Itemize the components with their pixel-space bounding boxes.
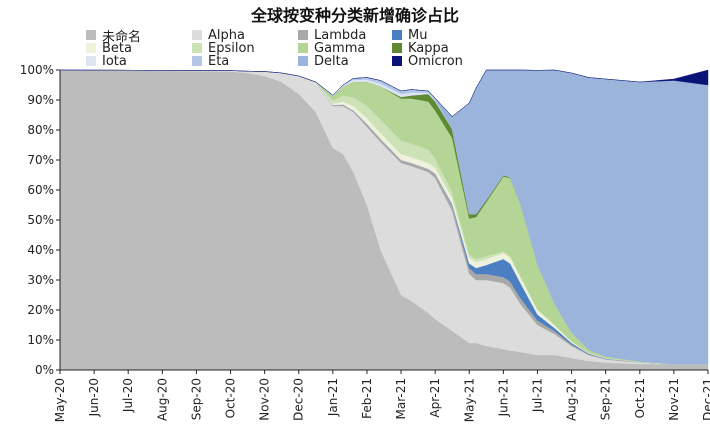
legend-swatch xyxy=(298,43,308,53)
x-tick-label: Jan-21 xyxy=(326,378,340,417)
x-tick-label: Nov-20 xyxy=(258,378,272,421)
legend-swatch xyxy=(86,30,96,40)
y-tick-label: 40% xyxy=(27,243,54,257)
legend-swatch xyxy=(392,56,402,66)
legend-item: Gamma xyxy=(298,40,365,56)
y-tick-label: 20% xyxy=(27,303,54,317)
area-layers xyxy=(59,69,709,371)
y-tick-label: 80% xyxy=(27,123,54,137)
x-tick-label: Jul-21 xyxy=(530,378,544,413)
x-tick-label: Apr-21 xyxy=(428,378,442,418)
y-tick-label: 100% xyxy=(20,63,54,77)
legend-item: Omicron xyxy=(392,53,463,69)
x-tick-label: Feb-21 xyxy=(360,378,374,419)
x-tick-label: Sep-20 xyxy=(189,378,203,420)
legend-label: Kappa xyxy=(408,40,449,56)
y-tick-label: 50% xyxy=(27,213,54,227)
x-tick-label: Sep-21 xyxy=(599,378,613,420)
x-tick-label: Jun-21 xyxy=(496,378,510,417)
x-tick-label: Aug-21 xyxy=(565,378,579,421)
x-tick-label: Nov-21 xyxy=(667,378,681,421)
legend-label: Alpha xyxy=(208,27,245,43)
x-tick-label: Jun-20 xyxy=(87,378,101,417)
x-tick-label: Mar-21 xyxy=(394,378,408,419)
x-tick-label: May-20 xyxy=(53,378,67,422)
legend-swatch xyxy=(392,30,402,40)
legend-item: Delta xyxy=(298,53,349,69)
x-tick-label: Jul-20 xyxy=(121,378,135,413)
legend-label: Iota xyxy=(102,53,127,69)
legend-swatch xyxy=(192,30,202,40)
legend-item: Beta xyxy=(86,40,132,56)
legend-item: Mu xyxy=(392,27,427,43)
legend-item: Kappa xyxy=(392,40,449,56)
legend-label: Delta xyxy=(314,53,349,69)
legend-item: 未命名 xyxy=(86,27,142,45)
legend-item: Epsilon xyxy=(192,40,255,56)
legend-item: Eta xyxy=(192,53,229,69)
legend-label: Epsilon xyxy=(208,40,255,56)
y-tick-label: 30% xyxy=(27,273,54,287)
x-tick-label: Oct-20 xyxy=(224,378,238,418)
legend-item: Iota xyxy=(86,53,127,69)
y-tick-label: 0% xyxy=(35,363,54,377)
chart-title: 全球按变种分类新增确诊占比 xyxy=(250,6,459,25)
x-tick-label: Aug-20 xyxy=(155,378,169,421)
legend-label: Beta xyxy=(102,40,132,56)
legend-label: 未命名 xyxy=(102,29,142,45)
legend-label: Mu xyxy=(408,27,428,43)
legend-swatch xyxy=(192,56,202,66)
x-tick-label: Dec-21 xyxy=(701,378,710,421)
y-tick-label: 70% xyxy=(27,153,54,167)
legend-label: Lambda xyxy=(314,27,367,43)
legend-item: Lambda xyxy=(298,27,366,43)
y-tick-label: 10% xyxy=(27,333,54,347)
legend-label: Gamma xyxy=(314,40,366,56)
y-tick-label: 60% xyxy=(27,183,54,197)
x-tick-label: Oct-21 xyxy=(633,378,647,418)
y-tick-label: 90% xyxy=(27,93,54,107)
x-tick-label: May-21 xyxy=(462,378,476,422)
legend-swatch xyxy=(192,43,202,53)
legend-swatch xyxy=(298,56,308,66)
legend-item: Alpha xyxy=(192,27,245,43)
x-tick-label: Dec-20 xyxy=(292,378,306,421)
legend-swatch xyxy=(86,43,96,53)
series-area-omicron xyxy=(59,69,709,117)
legend-swatch xyxy=(392,43,402,53)
legend-label: Omicron xyxy=(408,53,463,69)
legend-swatch xyxy=(86,56,96,66)
legend-swatch xyxy=(298,30,308,40)
legend-label: Eta xyxy=(208,53,230,69)
